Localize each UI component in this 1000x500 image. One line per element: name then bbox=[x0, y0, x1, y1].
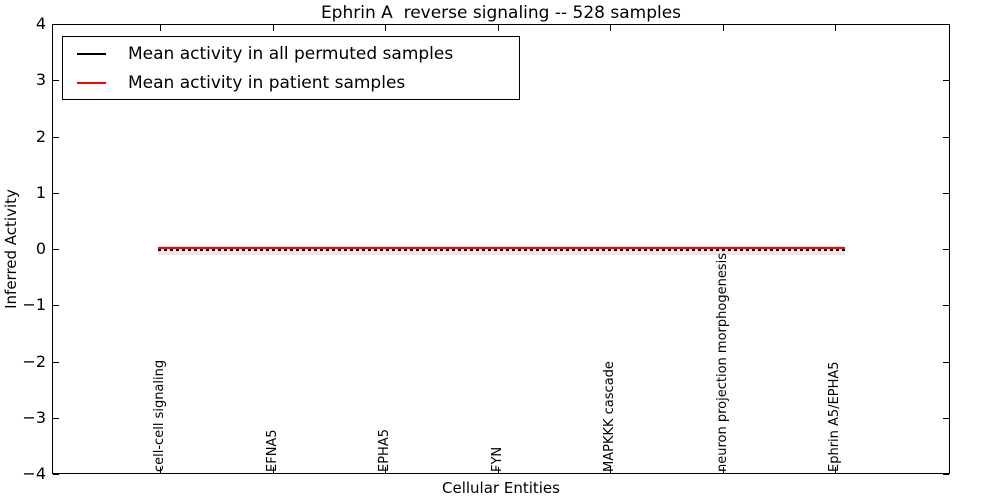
x-tick-mark bbox=[722, 467, 724, 473]
y-tick-mark bbox=[53, 474, 59, 475]
legend: Mean activity in all permuted samples Me… bbox=[62, 36, 520, 100]
x-tick-mark bbox=[610, 467, 611, 473]
y-tick-mark bbox=[53, 361, 59, 363]
x-tick-label: cell-cell signaling bbox=[152, 359, 167, 472]
x-tick-mark bbox=[835, 25, 836, 31]
x-tick-mark bbox=[160, 467, 161, 473]
y-tick-label: −3 bbox=[22, 407, 46, 427]
y-tick-mark bbox=[943, 80, 949, 82]
chart-title: Ephrin A reverse signaling -- 528 sample… bbox=[320, 3, 682, 23]
y-tick-mark bbox=[53, 80, 59, 82]
y-tick-label: −4 bbox=[22, 464, 46, 483]
y-tick-label: 4 bbox=[35, 14, 46, 33]
y-tick-mark bbox=[943, 249, 949, 250]
legend-entry-label: Mean activity in patient samples bbox=[128, 73, 406, 93]
x-tick-mark bbox=[610, 25, 611, 31]
x-tick-label: EPHA5 bbox=[377, 429, 392, 472]
y-tick-mark bbox=[53, 24, 59, 25]
y-tick-mark bbox=[943, 361, 949, 363]
y-tick-label: 1 bbox=[35, 182, 46, 202]
x-tick-mark bbox=[497, 25, 499, 31]
legend-entry: Mean activity in patient samples bbox=[77, 68, 405, 98]
plot-area: cell-cell signaling EFNA5 EPHA5 FYN MAPKKK c… bbox=[52, 24, 950, 475]
permuted-legend-line-icon bbox=[77, 53, 106, 55]
y-tick-mark bbox=[53, 249, 59, 250]
y-tick-mark bbox=[943, 474, 949, 475]
y-tick-mark bbox=[53, 417, 59, 419]
y-tick-mark bbox=[943, 24, 949, 25]
patient-mean-line bbox=[158, 247, 845, 250]
y-tick-label: 3 bbox=[35, 70, 46, 90]
y-tick-mark bbox=[943, 305, 949, 307]
y-tick-mark bbox=[943, 192, 949, 194]
y-tick-mark bbox=[943, 417, 949, 419]
x-tick-mark bbox=[272, 467, 274, 473]
x-axis-label: Cellular Entities bbox=[442, 479, 560, 497]
legend-entry-label: Mean activity in all permuted samples bbox=[128, 44, 454, 64]
x-tick-label: Ephrin A5/EPHA5 bbox=[827, 361, 842, 472]
legend-entry: Mean activity in all permuted samples bbox=[77, 39, 453, 69]
x-tick-label: EFNA5 bbox=[264, 429, 280, 472]
y-tick-mark bbox=[53, 305, 59, 307]
x-tick-mark bbox=[835, 467, 836, 473]
x-tick-mark bbox=[272, 25, 274, 31]
x-tick-mark bbox=[497, 467, 499, 473]
y-tick-label: −1 bbox=[22, 295, 46, 315]
permuted-mean-line bbox=[158, 249, 845, 251]
y-tick-label: 2 bbox=[35, 126, 46, 146]
y-tick-label: 0 bbox=[35, 239, 46, 258]
x-tick-mark bbox=[385, 467, 386, 473]
y-tick-mark bbox=[53, 192, 59, 194]
y-tick-mark bbox=[943, 136, 949, 138]
y-tick-mark bbox=[53, 136, 59, 138]
x-tick-label: neuron projection morphogenesis bbox=[714, 253, 730, 472]
y-tick-label: −2 bbox=[22, 351, 46, 371]
x-tick-mark bbox=[160, 25, 161, 31]
x-tick-mark bbox=[385, 25, 386, 31]
x-tick-label: MAPKKK cascade bbox=[602, 361, 617, 472]
x-tick-mark bbox=[722, 25, 724, 31]
patient-legend-line-icon bbox=[77, 82, 106, 84]
